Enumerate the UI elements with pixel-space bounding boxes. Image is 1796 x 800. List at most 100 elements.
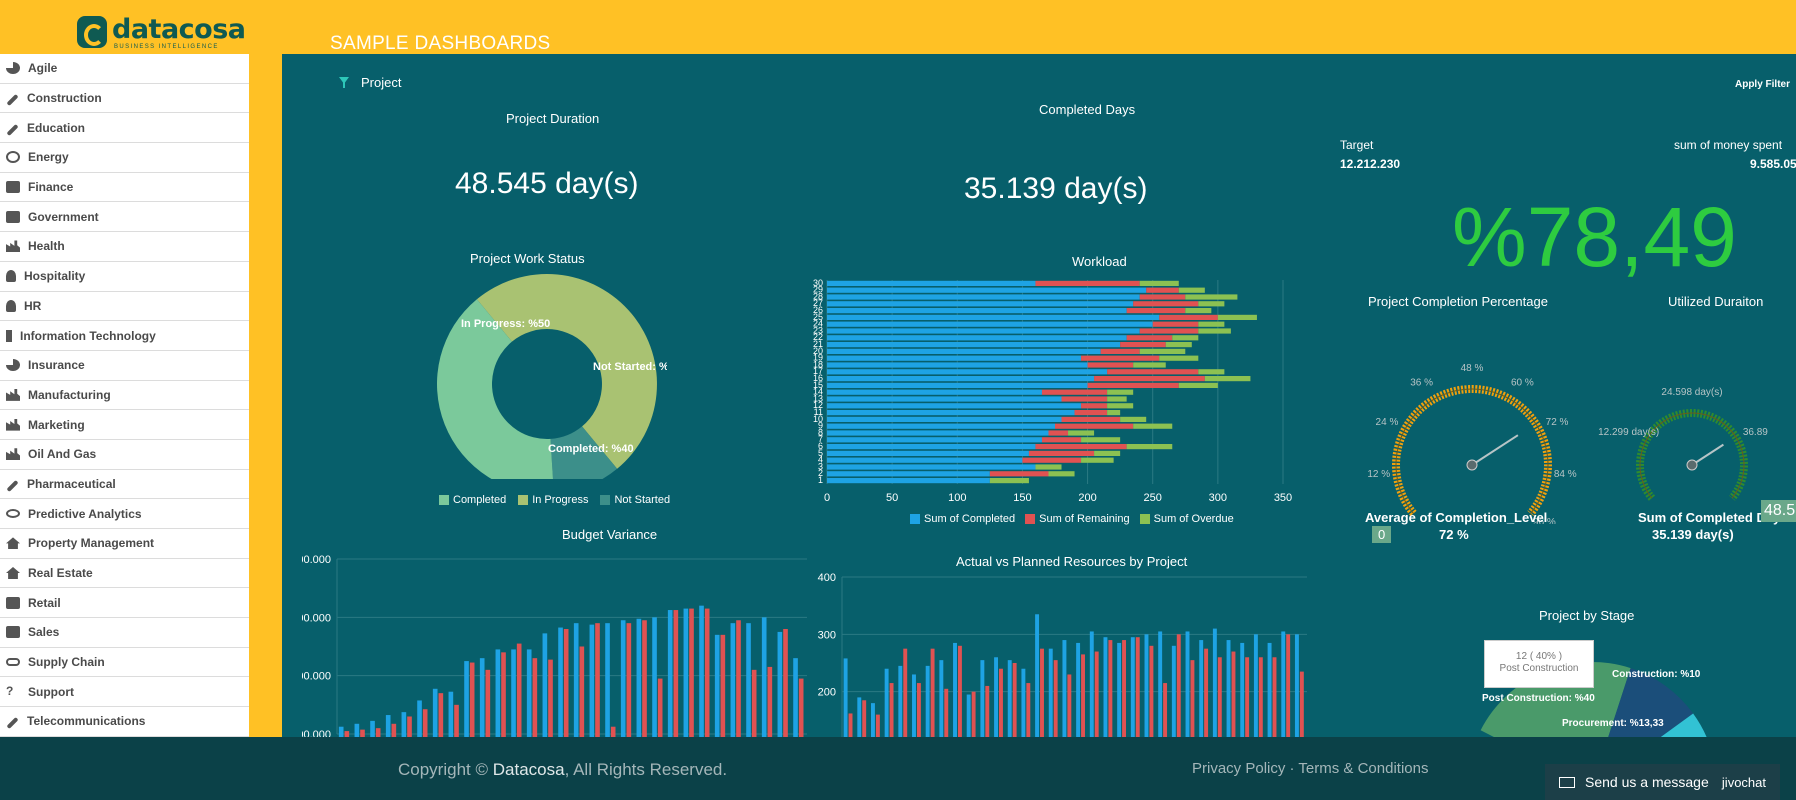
terms-link[interactable]: Terms & Conditions <box>1298 760 1429 777</box>
sidebar-item-telecommunications[interactable]: Telecommunications <box>0 707 249 737</box>
sidebar-item-hr[interactable]: HR <box>0 292 249 322</box>
stage-data-label: Post Construction: %40 <box>1482 693 1595 704</box>
workload-bar-sum-of-completed <box>827 308 1127 314</box>
project-duration-title: Project Duration <box>506 111 600 126</box>
sidebar-item-pharmaceutical[interactable]: Pharmaceutical <box>0 470 249 500</box>
tooltip-label: Post Construction <box>1499 663 1579 674</box>
target-label: Target <box>1340 138 1374 152</box>
bar-planned <box>1212 628 1217 737</box>
sidebar-item-education[interactable]: Education <box>0 113 249 144</box>
copyright-brand[interactable]: Datacosa <box>492 760 565 779</box>
bar-actual <box>985 685 990 737</box>
workload-bar-sum-of-remaining <box>1061 416 1121 422</box>
sidebar-item-real-estate[interactable]: Real Estate <box>0 559 249 589</box>
legend-swatch <box>1139 514 1150 525</box>
workload-bar-sum-of-completed <box>827 362 1088 368</box>
sidebar-item-insurance[interactable]: Insurance <box>0 351 249 381</box>
datacosa-logo[interactable]: datacosa BUSINESS INTELLIGENCE <box>77 14 247 50</box>
copyright-prefix: Copyright © <box>398 760 489 779</box>
workload-bar-sum-of-remaining <box>1022 457 1082 463</box>
workload-bar-sum-of-remaining <box>1139 294 1186 300</box>
bar-actual <box>1040 648 1044 737</box>
privacy-policy-link[interactable]: Privacy Policy <box>1192 760 1286 777</box>
donut-data-label: Not Started: %10 <box>593 361 667 373</box>
sidebar-item-label: Predictive Analytics <box>28 506 142 521</box>
bar-planned <box>636 618 642 737</box>
legend-completed[interactable]: Completed <box>439 494 506 506</box>
sidebar-item-supply-chain[interactable]: Supply Chain <box>0 648 249 678</box>
workload-y-tick: 27 <box>813 298 823 308</box>
gauge-tick-label: 36.89 <box>1743 427 1768 438</box>
legend-sum-remaining[interactable]: Sum of Remaining <box>1025 513 1130 525</box>
sidebar-item-government[interactable]: Government <box>0 202 249 233</box>
tooltip-value: 12 ( 40% ) <box>1515 651 1563 662</box>
sidebar-item-finance[interactable]: Finance <box>0 173 249 203</box>
gauge-tick-label: 60 % <box>1511 378 1534 389</box>
legend-label: Sum of Completed <box>924 513 1016 525</box>
legend-sum-completed[interactable]: Sum of Completed <box>910 513 1015 525</box>
workload-y-tick: 22 <box>813 332 823 342</box>
legend-sum-overdue[interactable]: Sum of Overdue <box>1139 513 1234 525</box>
duration-gauge-label: Sum of Completed Days <box>1638 510 1788 525</box>
bar-actual <box>610 726 616 737</box>
bar-planned <box>1089 631 1094 737</box>
sidebar-item-information-technology[interactable]: Information Technology <box>0 321 249 351</box>
sidebar-item-agile[interactable]: Agile <box>0 54 249 84</box>
bar-planned <box>939 660 944 737</box>
workload-y-tick: 16 <box>813 373 823 383</box>
workload-y-tick: 23 <box>813 325 823 335</box>
sidebar-item-hospitality[interactable]: Hospitality <box>0 262 249 292</box>
sidebar-item-support[interactable]: Support <box>0 677 249 708</box>
sidebar-item-construction[interactable]: Construction <box>0 84 249 114</box>
sidebar-item-label: Supply Chain <box>28 655 105 670</box>
sidebar-item-health[interactable]: Health <box>0 232 249 262</box>
filter-icon[interactable] <box>339 77 349 88</box>
legend-label: Sum of Remaining <box>1039 513 1130 525</box>
sidebar-item-retail[interactable]: Retail <box>0 588 249 619</box>
sidebar-item-energy[interactable]: Energy <box>0 143 249 173</box>
sidebar-item-oil-and-gas[interactable]: Oil And Gas <box>0 440 249 470</box>
project-filter-label[interactable]: Project <box>361 75 402 90</box>
workload-bar-sum-of-remaining <box>1146 287 1179 293</box>
workload-y-tick: 29 <box>813 285 823 295</box>
workload-y-tick: 11 <box>814 407 823 417</box>
workload-bar-sum-of-overdue <box>1035 464 1062 470</box>
bar-planned <box>1130 637 1135 737</box>
workload-bar-sum-of-overdue <box>1094 450 1121 456</box>
bar-actual <box>783 629 788 737</box>
sidebar-item-marketing[interactable]: Marketing <box>0 410 249 440</box>
bar-planned <box>1253 634 1258 737</box>
workload-y-tick: 10 <box>813 414 823 424</box>
legend-label: Not Started <box>614 494 671 506</box>
bar-actual <box>548 659 553 737</box>
legend-in-progress[interactable]: In Progress <box>518 494 588 506</box>
bar-planned <box>994 657 999 737</box>
stage-data-label: Construction: %10 <box>1612 669 1701 680</box>
sidebar-item-sales[interactable]: Sales <box>0 618 249 648</box>
legend-not-started[interactable]: Not Started <box>600 494 670 506</box>
workload-bar-sum-of-overdue <box>1048 471 1075 477</box>
workload-bar-sum-of-remaining <box>1035 444 1127 450</box>
bar-planned <box>925 665 930 737</box>
gauge-needle <box>1471 434 1519 466</box>
budget-variance-title: Budget Variance <box>562 527 658 542</box>
workload-y-tick: 9 <box>818 421 823 431</box>
workload-x-tick: 0 <box>824 492 830 504</box>
apply-filter-button[interactable]: Apply Filter <box>1734 79 1790 90</box>
y-tick-label: 800.000 <box>302 554 331 566</box>
sidebar-item-label: Real Estate <box>28 566 93 581</box>
chat-widget[interactable]: Send us a message jivochat <box>1545 764 1780 800</box>
sidebar-item-predictive-analytics[interactable]: Predictive Analytics <box>0 499 249 529</box>
workload-title: Workload <box>1072 254 1127 269</box>
workload-x-tick: 300 <box>1209 492 1227 504</box>
gauge-max-badge: 48.5 <box>1761 500 1796 522</box>
workload-bar-sum-of-remaining <box>1159 314 1218 320</box>
bar-planned <box>1144 634 1149 737</box>
sidebar-item-manufacturing[interactable]: Manufacturing <box>0 381 249 411</box>
y-tick-label: 400.000 <box>302 671 331 683</box>
copyright-text: Copyright © Datacosa, All Rights Reserve… <box>398 760 727 780</box>
workload-bar-sum-of-completed <box>827 382 1088 388</box>
sidebar-item-property-management[interactable]: Property Management <box>0 529 249 559</box>
sidebar-item-label: Telecommunications <box>27 714 146 729</box>
bar-planned <box>746 623 751 737</box>
